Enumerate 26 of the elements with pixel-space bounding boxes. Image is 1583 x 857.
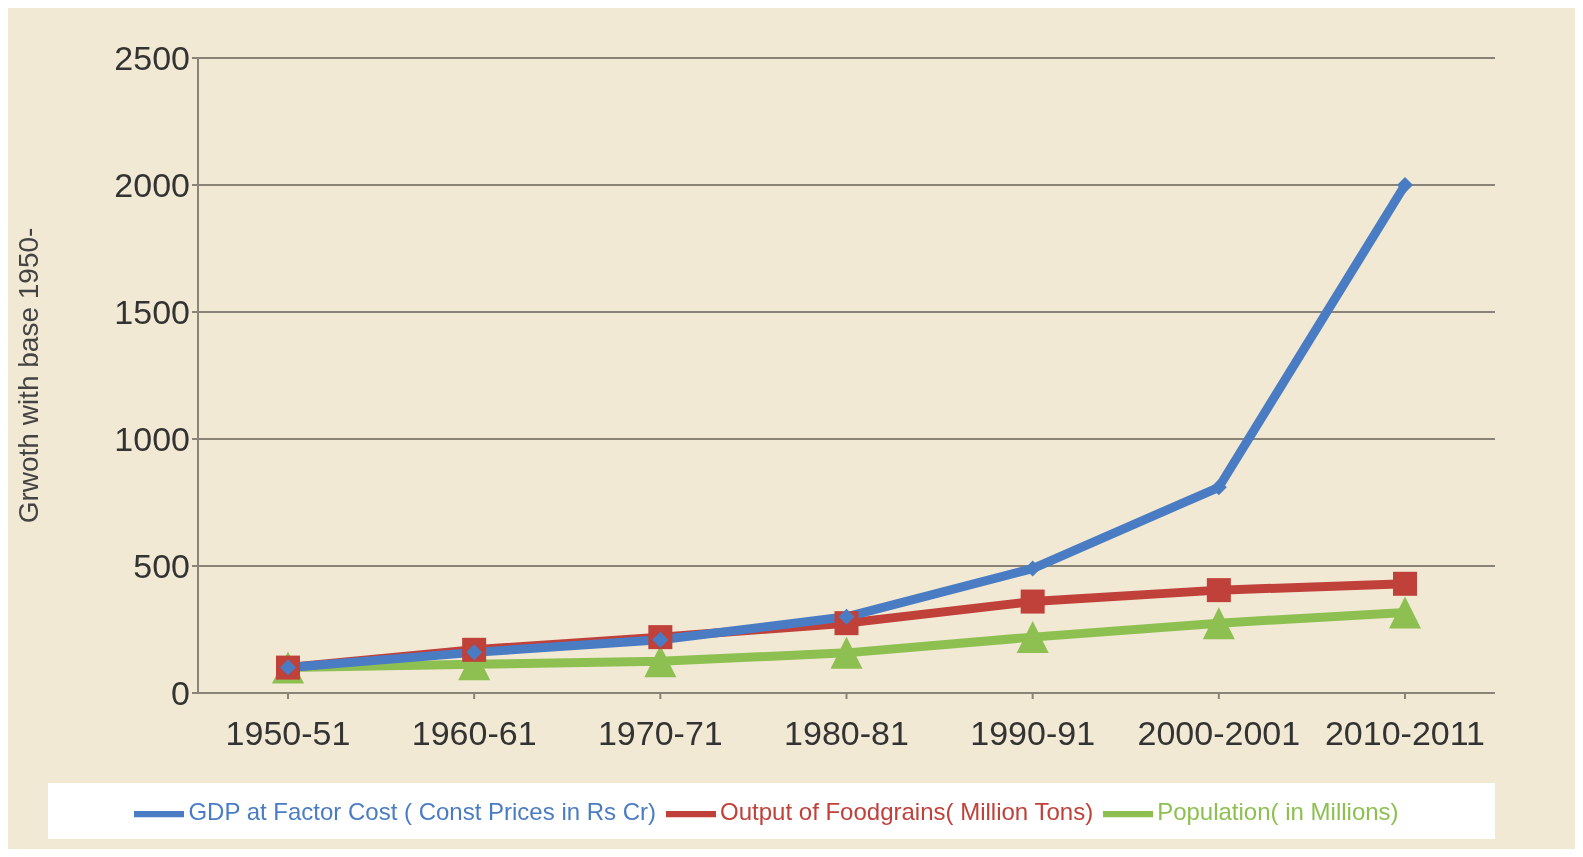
- legend-label: Population( in Millions): [1157, 798, 1399, 826]
- point: [1389, 596, 1421, 629]
- legend-label: Output of Foodgrains( Million Tons): [720, 798, 1094, 826]
- point: [1210, 479, 1227, 496]
- point: [1206, 578, 1231, 603]
- y-tick-label: 1000: [114, 420, 190, 459]
- point: [1016, 621, 1049, 654]
- legend-label: GDP at Factor Cost ( Const Prices in Rs Cr): [188, 798, 657, 826]
- y-tick-label: 1500: [114, 293, 190, 332]
- point: [1202, 607, 1235, 640]
- point: [1393, 571, 1417, 596]
- y-tick-label: 0: [171, 674, 190, 713]
- x-tick-label: 1950-51: [225, 714, 351, 753]
- x-tick-label: 2010-2011: [1324, 714, 1486, 753]
- x-tick-label: 1970-71: [597, 714, 723, 753]
- y-tick-label: 500: [133, 547, 190, 586]
- x-tick-label: 2000-2001: [1137, 714, 1301, 753]
- x-tick-label: 1960-61: [411, 714, 537, 753]
- y-tick-label: 2000: [114, 166, 190, 205]
- point: [1020, 589, 1045, 614]
- x-tick-label: 1990-91: [970, 714, 1096, 753]
- x-tick-label: 1980-81: [784, 714, 909, 753]
- point: [830, 636, 863, 669]
- y-axis-title: Grwoth with base 1950-: [12, 227, 44, 524]
- y-tick-label: 2500: [114, 39, 190, 78]
- point: [1397, 177, 1413, 193]
